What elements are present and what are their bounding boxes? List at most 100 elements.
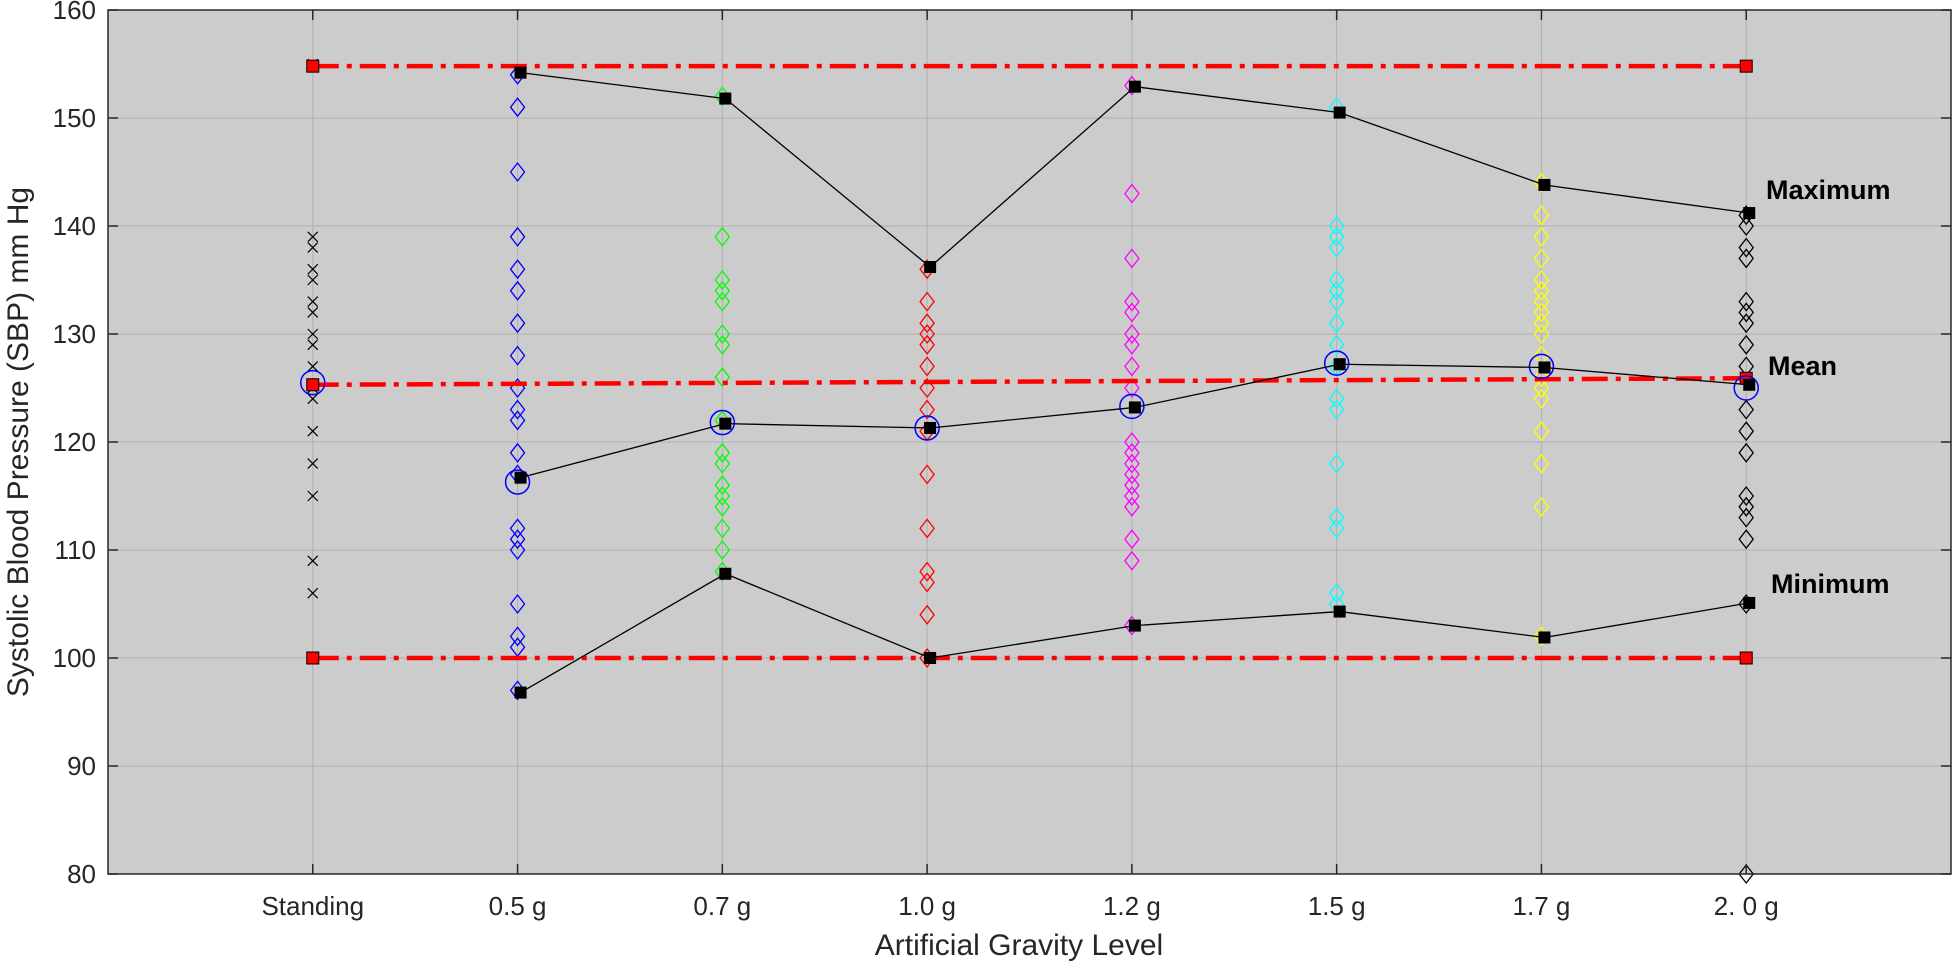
- diamond-marker: [919, 399, 935, 420]
- y-tick-label: 140: [53, 211, 96, 241]
- diamond-marker: [1738, 302, 1755, 323]
- group-mean-circle: [1528, 353, 1555, 380]
- diamond-marker: [1738, 496, 1755, 517]
- diamond-marker: [1738, 485, 1755, 507]
- diamond-marker: [1124, 302, 1140, 323]
- group-mean-circle: [1323, 350, 1350, 376]
- x-marker: [307, 274, 319, 286]
- diamond-marker: [919, 356, 935, 377]
- series-point-mean: [719, 417, 732, 430]
- diamond-marker: [509, 161, 526, 183]
- diamond-marker: [509, 280, 526, 301]
- diamond-marker: [714, 291, 731, 312]
- diamond-marker: [509, 626, 526, 647]
- diamond-marker: [1738, 529, 1755, 550]
- series-point-mean: [1538, 361, 1551, 374]
- reference-line: [312, 376, 1747, 388]
- series-point-mean: [514, 471, 527, 484]
- diamond-marker: [714, 442, 731, 463]
- y-tick-label: 80: [67, 859, 96, 889]
- x-tick-label: 2. 0 g: [1714, 891, 1779, 921]
- diamond-marker: [1328, 215, 1345, 237]
- x-marker: [307, 555, 319, 567]
- series-point-minimum: [1333, 605, 1346, 618]
- diamond-marker: [1124, 334, 1140, 355]
- diamond-marker: [1328, 507, 1345, 528]
- x-tick-label: 1.2 g: [1103, 891, 1161, 921]
- group-mean-circle: [1119, 393, 1145, 420]
- x-marker: [307, 231, 319, 243]
- reference-endpoint: [306, 59, 320, 73]
- diamond-marker: [1124, 323, 1140, 345]
- diamond-marker: [1533, 269, 1550, 291]
- diamond-marker: [1738, 313, 1755, 334]
- diamond-marker: [919, 572, 935, 593]
- series-point-minimum: [1128, 619, 1141, 632]
- diamond-marker: [1124, 529, 1140, 550]
- y-axis-label: Systolic Blood Pressure (SBP) mm Hg: [2, 187, 35, 697]
- series-point-maximum: [1538, 178, 1551, 191]
- series-point-mean: [1128, 401, 1141, 414]
- diamond-marker: [1124, 183, 1140, 204]
- diamond-marker: [1328, 291, 1345, 312]
- x-tick-label: 1.0 g: [898, 891, 956, 921]
- diamond-marker: [1328, 334, 1345, 355]
- x-marker: [307, 242, 319, 254]
- x-tick-label: 0.5 g: [489, 891, 547, 921]
- x-tick-label: 1.5 g: [1308, 891, 1366, 921]
- group-mean-circle: [300, 369, 326, 396]
- series-point-maximum: [1333, 106, 1346, 119]
- x-marker: [307, 339, 319, 351]
- diamond-marker: [509, 226, 526, 247]
- diamond-marker: [1533, 291, 1550, 312]
- x-marker: [307, 587, 319, 599]
- diamond-marker: [919, 334, 935, 355]
- x-tick-label: Standing: [261, 891, 364, 921]
- x-marker: [307, 393, 319, 405]
- diamond-marker: [1328, 583, 1345, 604]
- series-point-maximum: [924, 261, 937, 274]
- x-marker: [307, 328, 319, 340]
- diamond-marker: [509, 593, 526, 615]
- annotation-maximum: Maximum: [1766, 175, 1891, 205]
- y-tick-label: 120: [53, 427, 96, 457]
- diamond-marker: [919, 291, 935, 312]
- diamond-marker: [919, 518, 935, 539]
- diamond-marker: [1124, 496, 1140, 517]
- series-point-minimum: [719, 567, 732, 580]
- diamond-marker: [1738, 237, 1755, 258]
- series-point-maximum: [1128, 80, 1141, 93]
- diamond-marker: [509, 529, 526, 550]
- diamond-marker: [1328, 226, 1345, 247]
- diamond-marker: [1328, 518, 1345, 539]
- reference-endpoint: [306, 651, 320, 665]
- diamond-marker: [1738, 863, 1755, 885]
- diamond-marker: [1738, 399, 1755, 420]
- diamond-marker: [1328, 269, 1345, 291]
- diamond-marker: [1328, 388, 1345, 409]
- diamond-marker: [1328, 237, 1345, 258]
- diamond-marker: [1124, 248, 1140, 269]
- x-marker: [307, 306, 319, 318]
- diamond-marker: [1533, 421, 1550, 442]
- diamond-marker: [1533, 453, 1550, 474]
- x-marker: [307, 458, 319, 470]
- group-mean-circle: [1733, 375, 1759, 401]
- y-tick-label: 100: [53, 643, 96, 673]
- diamond-marker: [1533, 496, 1550, 517]
- y-tick-label: 90: [67, 751, 96, 781]
- group-mean-circle: [709, 409, 736, 436]
- diamond-marker: [1328, 399, 1345, 420]
- diamond-marker: [1124, 291, 1140, 312]
- diamond-marker: [1738, 507, 1755, 528]
- x-axis-label: Artificial Gravity Level: [875, 929, 1163, 962]
- reference-endpoint: [1739, 651, 1753, 665]
- series-point-maximum: [514, 66, 527, 79]
- series-point-mean: [924, 421, 937, 434]
- diamond-marker: [1533, 226, 1550, 247]
- diamond-marker: [1124, 442, 1140, 463]
- group-mean-circle: [504, 469, 531, 495]
- diamond-marker: [919, 323, 935, 345]
- diamond-marker: [1124, 431, 1140, 453]
- summary-series: [300, 66, 1759, 699]
